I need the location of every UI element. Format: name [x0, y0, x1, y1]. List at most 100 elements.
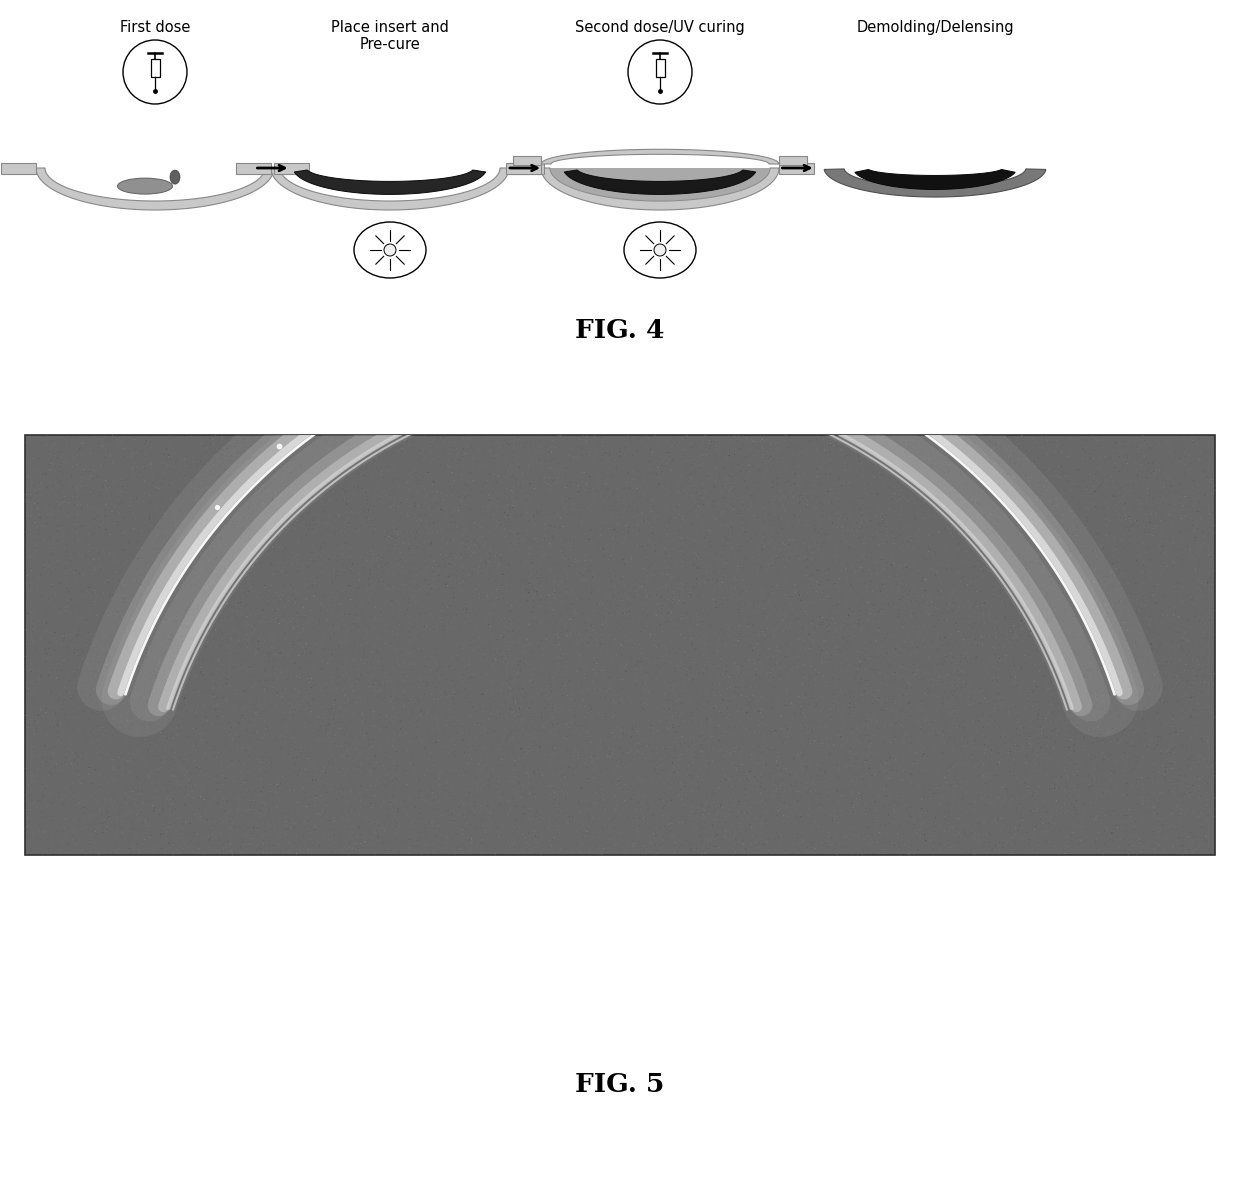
- Point: [191, 657, 211, 677]
- Point: [489, 488, 508, 507]
- Point: [128, 559, 148, 578]
- Point: [990, 677, 1009, 696]
- Point: [243, 570, 263, 589]
- Point: [764, 529, 784, 548]
- Point: [192, 629, 212, 648]
- Point: [599, 816, 619, 835]
- Point: [35, 716, 55, 736]
- Point: [232, 649, 252, 668]
- Point: [107, 843, 126, 862]
- Point: [837, 802, 857, 821]
- Point: [892, 511, 911, 530]
- Point: [339, 685, 358, 704]
- Point: [1078, 612, 1097, 631]
- Point: [227, 555, 247, 575]
- Point: [107, 633, 126, 653]
- Point: [924, 690, 944, 709]
- Point: [686, 587, 706, 606]
- Point: [754, 835, 774, 855]
- Point: [418, 623, 438, 642]
- Point: [929, 551, 949, 570]
- Point: [330, 559, 350, 578]
- Point: [84, 786, 104, 805]
- Point: [1197, 630, 1216, 649]
- Point: [934, 696, 954, 715]
- Point: [779, 577, 799, 596]
- Point: [706, 825, 725, 844]
- Point: [171, 512, 191, 531]
- Point: [374, 441, 394, 460]
- Point: [279, 635, 299, 654]
- Point: [780, 613, 800, 632]
- Point: [176, 789, 196, 808]
- Point: [419, 814, 439, 833]
- Point: [476, 583, 496, 602]
- Point: [1075, 498, 1095, 517]
- Point: [745, 758, 765, 778]
- Point: [1006, 809, 1025, 828]
- Point: [843, 578, 863, 597]
- Point: [1091, 819, 1111, 838]
- Point: [827, 751, 847, 770]
- Point: [1064, 740, 1084, 760]
- Point: [57, 688, 77, 707]
- Point: [69, 454, 89, 474]
- Point: [804, 553, 823, 572]
- Point: [735, 654, 755, 673]
- Point: [596, 831, 616, 850]
- Point: [1017, 518, 1037, 537]
- Point: [715, 453, 735, 472]
- Point: [940, 802, 960, 821]
- Point: [569, 524, 589, 543]
- Point: [699, 615, 719, 635]
- Point: [1162, 624, 1182, 643]
- Point: [1008, 472, 1028, 492]
- Point: [1162, 799, 1182, 819]
- Point: [1022, 475, 1042, 494]
- Point: [1187, 620, 1207, 639]
- Point: [1177, 740, 1197, 760]
- Point: [381, 661, 401, 680]
- Point: [1180, 439, 1200, 458]
- Point: [704, 803, 724, 822]
- Point: [709, 760, 729, 779]
- Point: [632, 727, 652, 746]
- Point: [585, 446, 605, 465]
- Point: [480, 561, 500, 581]
- Point: [600, 516, 620, 535]
- Point: [780, 612, 800, 631]
- Point: [1061, 795, 1081, 814]
- Point: [682, 518, 702, 537]
- Point: [278, 795, 298, 814]
- Point: [918, 548, 937, 567]
- Point: [507, 783, 527, 802]
- Point: [857, 751, 877, 770]
- Point: [884, 555, 904, 575]
- Point: [102, 773, 122, 792]
- Point: [417, 590, 436, 609]
- Point: [1014, 706, 1034, 725]
- Point: [982, 651, 1002, 671]
- Point: [207, 844, 227, 863]
- Point: [422, 436, 441, 456]
- Point: [322, 518, 342, 537]
- Point: [779, 805, 799, 825]
- Point: [627, 811, 647, 831]
- Point: [289, 633, 309, 653]
- Point: [647, 757, 667, 776]
- Point: [164, 724, 184, 743]
- Point: [807, 433, 827, 452]
- Point: [1029, 605, 1049, 624]
- Point: [454, 807, 474, 826]
- Point: [86, 790, 105, 809]
- Point: [228, 597, 248, 617]
- Point: [543, 465, 563, 484]
- Point: [644, 505, 663, 524]
- Point: [310, 660, 330, 679]
- Point: [918, 829, 937, 849]
- Point: [86, 805, 105, 825]
- Point: [559, 614, 579, 633]
- Point: [401, 713, 420, 732]
- Point: [1141, 524, 1161, 543]
- Point: [1116, 728, 1136, 748]
